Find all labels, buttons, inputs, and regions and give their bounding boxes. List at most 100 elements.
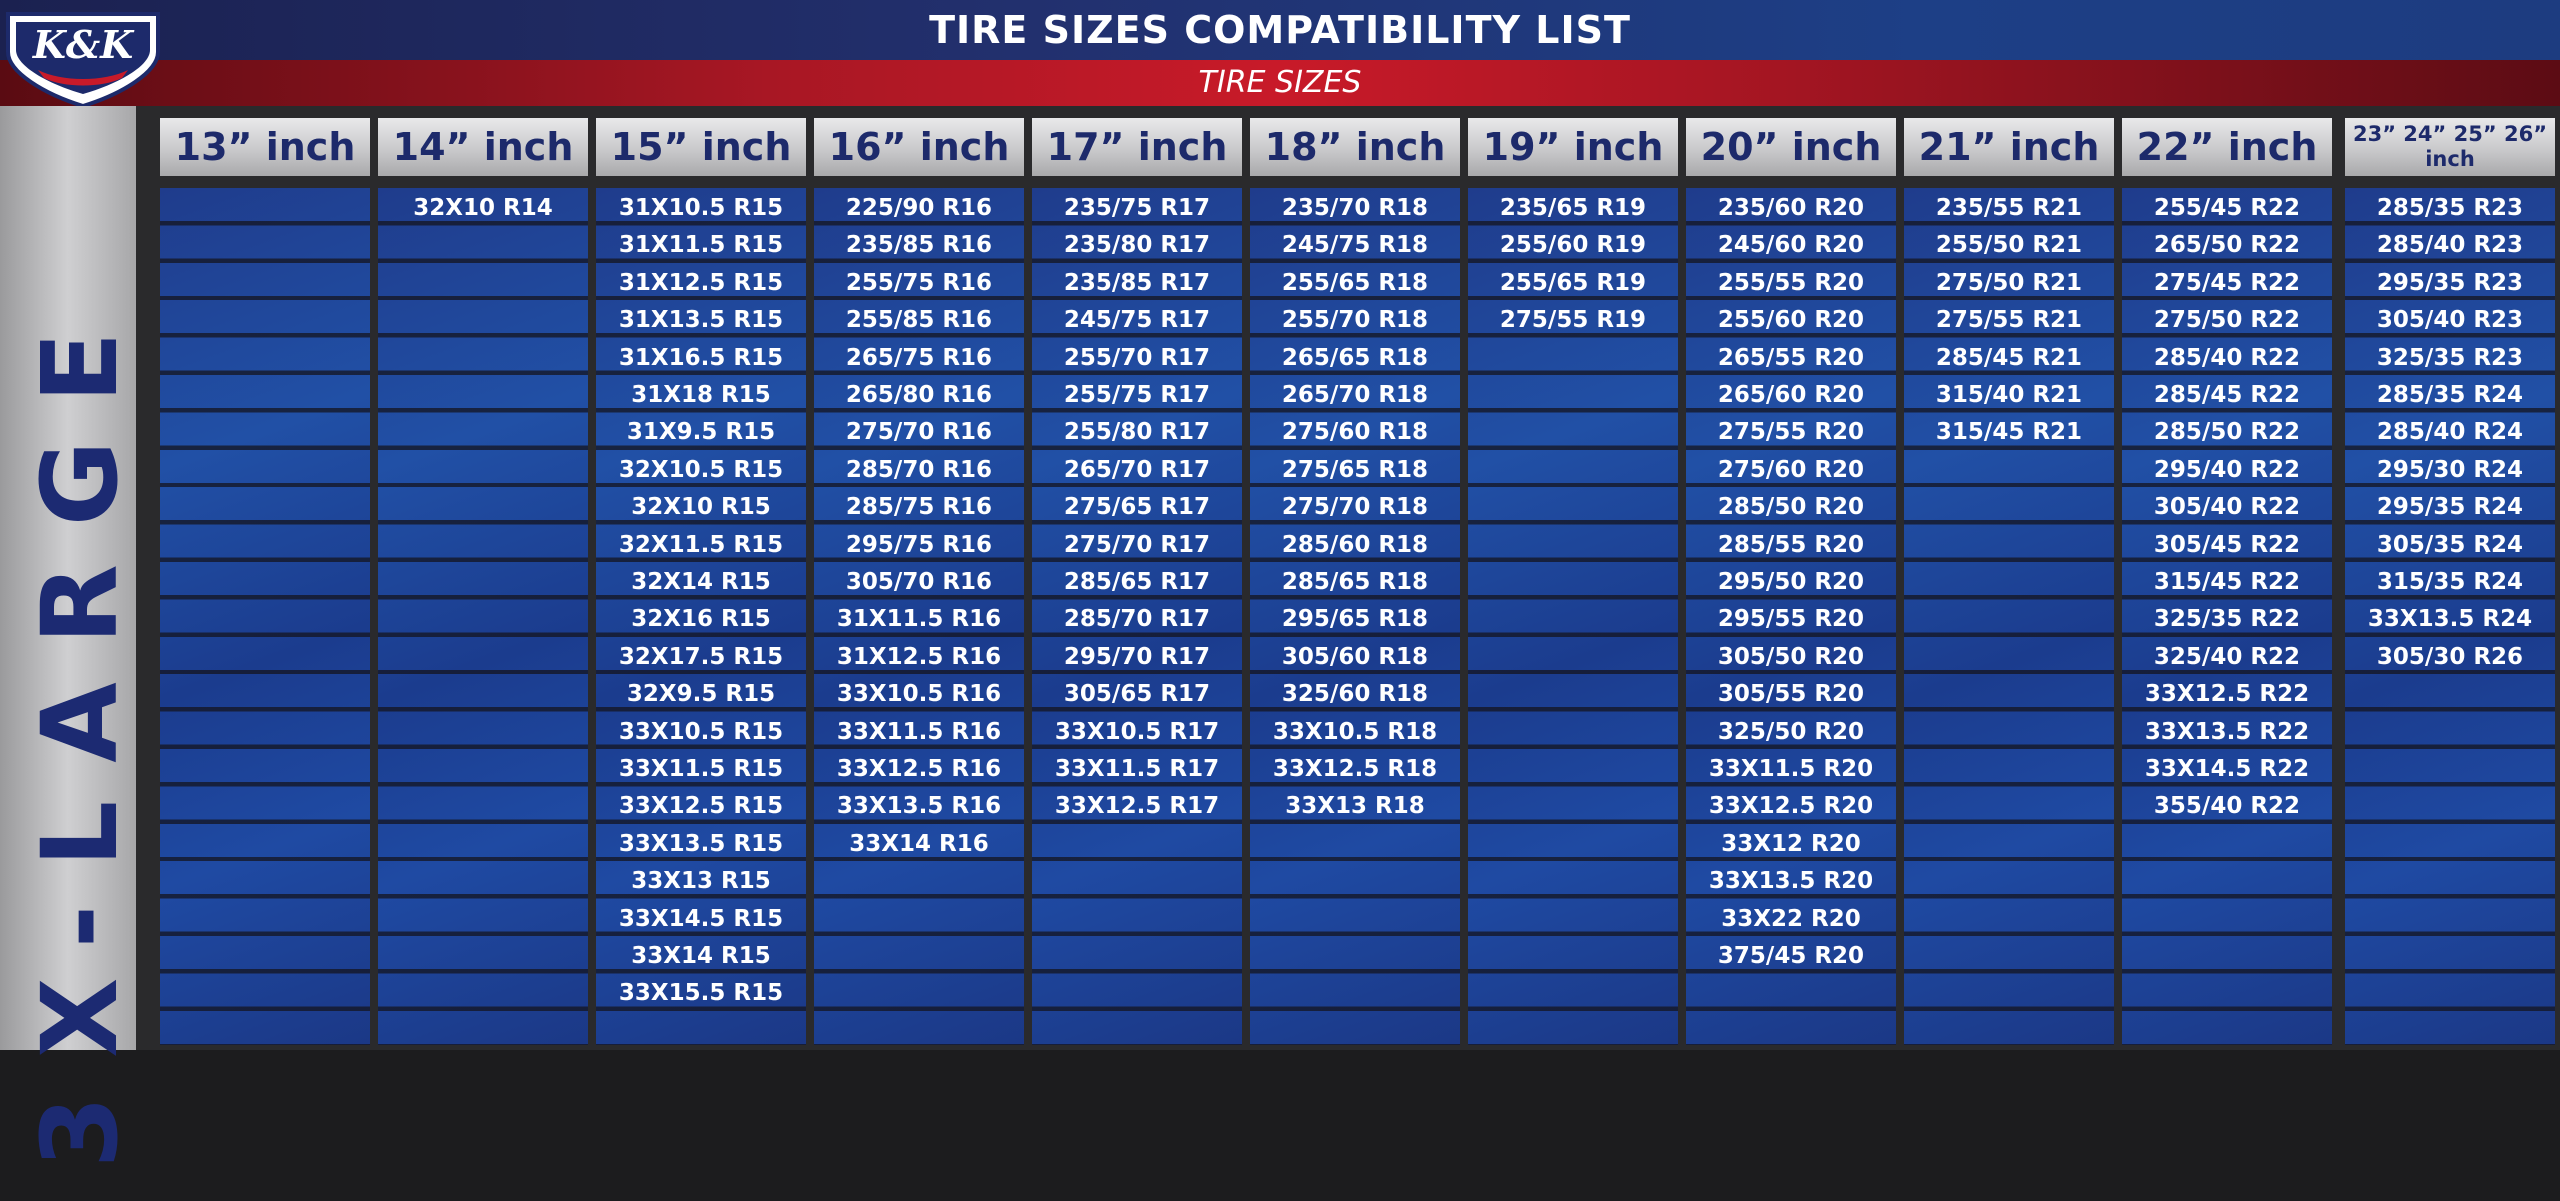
tire-size-cell: 285/75 R16 <box>845 494 993 521</box>
tire-size-cell: 285/45 R21 <box>1935 344 2083 371</box>
column-8: 20” inch 235/60 R20 245/60 R20 255/55 R20 25… <box>1686 118 1896 1045</box>
column-body: 32X10 R14 <box>378 188 588 1045</box>
column-body: 235/75 R17 235/80 R17 235/85 R17 245/75 R17… <box>1032 188 1242 1045</box>
tire-size-cell: 33X13 R18 <box>1285 793 1425 820</box>
tire-size-cell: 275/55 R20 <box>1717 419 1865 446</box>
tire-size-cell: 31X12.5 R15 <box>618 269 784 296</box>
tire-size-cell: 32X9.5 R15 <box>626 681 776 708</box>
column-body <box>160 188 370 1045</box>
tire-size-cell: 255/85 R16 <box>845 307 993 334</box>
column-header: 13” inch <box>160 118 370 176</box>
tire-size-cell: 33X11.5 R16 <box>836 718 1002 745</box>
tire-size-cell: 32X10 R15 <box>631 494 771 521</box>
tire-size-cell: 235/85 R17 <box>1063 269 1211 296</box>
tire-size-cell: 33X12.5 R17 <box>1054 793 1220 820</box>
tire-size-cell: 305/40 R23 <box>2376 307 2524 334</box>
tire-size-cell: 285/45 R22 <box>2153 382 2301 408</box>
tire-size-cell: 275/70 R16 <box>845 419 993 446</box>
tire-size-cell: 33X10.5 R16 <box>836 681 1002 708</box>
column-9: 21” inch 235/55 R21 255/50 R21 275/50 R21 27… <box>1904 118 2114 1045</box>
column-body: 285/35 R23 285/40 R23 295/35 R23 305/40 R23… <box>2345 188 2555 1045</box>
tire-size-cell: 255/65 R18 <box>1281 269 1429 296</box>
tire-size-cell: 295/35 R24 <box>2376 494 2524 521</box>
tire-size-cell: 255/50 R21 <box>1935 232 2083 259</box>
tire-size-cell: 33X13.5 R22 <box>2144 718 2310 745</box>
tire-size-cell: 265/70 R17 <box>1063 456 1211 483</box>
tire-size-cell: 33X10.5 R15 <box>618 718 784 745</box>
tire-size-cell: 285/60 R18 <box>1281 531 1429 558</box>
tire-size-cell: 275/70 R17 <box>1063 531 1211 558</box>
tire-size-cell: 255/80 R17 <box>1063 419 1211 446</box>
tire-size-cell: 31X10.5 R15 <box>618 195 784 221</box>
subtitle-bar <box>0 60 2560 106</box>
tire-size-cell: 33X13.5 R24 <box>2367 606 2533 633</box>
tire-size-cell: 33X13.5 R20 <box>1708 868 1874 895</box>
tire-size-cell: 33X11.5 R15 <box>618 756 784 782</box>
tire-size-cell: 31X11.5 R15 <box>618 232 784 259</box>
tire-size-cell: 265/70 R18 <box>1281 382 1429 408</box>
column-header: 20” inch <box>1686 118 1896 176</box>
tire-size-cell: 275/50 R22 <box>2153 307 2301 334</box>
tire-size-cell: 235/75 R17 <box>1063 195 1211 221</box>
column-header: 15” inch <box>596 118 806 176</box>
tire-size-cell: 305/40 R22 <box>2153 494 2301 521</box>
tire-size-cell: 33X11.5 R17 <box>1054 756 1220 782</box>
tire-size-cell: 32X10 R14 <box>413 195 553 221</box>
tire-size-cell: 245/75 R17 <box>1063 307 1211 334</box>
tire-size-cell: 275/65 R17 <box>1063 494 1211 521</box>
tire-size-cell: 235/65 R19 <box>1499 195 1647 221</box>
page-subtitle: TIRE SIZES <box>1198 65 1362 100</box>
tire-size-cell: 295/75 R16 <box>845 531 993 558</box>
tire-size-cell: 33X14 R15 <box>631 943 771 969</box>
tire-size-cell: 295/30 R24 <box>2376 456 2524 483</box>
tire-size-cell: 305/65 R17 <box>1063 681 1211 708</box>
tire-size-cell: 33X13.5 R16 <box>836 793 1002 820</box>
tire-size-cell: 275/45 R22 <box>2153 269 2301 296</box>
tire-size-cell: 285/40 R23 <box>2376 232 2524 259</box>
tire-size-cell: 33X14.5 R22 <box>2144 756 2310 782</box>
tire-size-cell: 32X10.5 R15 <box>618 456 784 483</box>
tire-size-cell: 235/60 R20 <box>1717 195 1865 221</box>
tire-size-cell: 275/70 R18 <box>1281 494 1429 521</box>
tire-size-cell: 285/50 R22 <box>2153 419 2301 446</box>
tire-size-cell: 285/65 R17 <box>1063 569 1211 595</box>
tire-size-cell: 33X11.5 R20 <box>1708 756 1874 782</box>
tire-size-cell: 305/50 R20 <box>1717 643 1865 670</box>
column-body: 235/55 R21 255/50 R21 275/50 R21 275/55 R21… <box>1904 188 2114 1045</box>
tire-size-cell: 275/65 R18 <box>1281 456 1429 483</box>
tire-size-cell: 255/45 R22 <box>2153 195 2301 221</box>
tire-size-cell: 285/35 R23 <box>2376 195 2524 221</box>
column-1: 13” inch <box>160 118 370 1045</box>
tire-size-cell: 265/75 R16 <box>845 344 993 371</box>
column-2: 14” inch 32X10 R14 <box>378 118 588 1045</box>
column-header: 17” inch <box>1032 118 1242 176</box>
tire-size-cell: 33X10.5 R18 <box>1272 718 1438 745</box>
page-title: TIRE SIZES COMPATIBILITY LIST <box>929 8 1631 52</box>
tire-size-cell: 265/50 R22 <box>2153 232 2301 259</box>
tire-size-cell: 315/35 R24 <box>2376 569 2524 595</box>
tire-size-cell: 285/55 R20 <box>1717 531 1865 558</box>
tire-size-cell: 325/50 R20 <box>1717 718 1865 745</box>
tire-size-cell: 295/35 R23 <box>2376 269 2524 296</box>
tire-size-cell: 325/35 R22 <box>2153 606 2301 633</box>
column-body: 235/70 R18 245/75 R18 255/65 R18 255/70 R18… <box>1250 188 1460 1045</box>
column-4: 16” inch 225/90 R16 235/85 R16 255/75 R16 25… <box>814 118 1024 1045</box>
title-bar <box>0 0 2560 60</box>
tire-size-cell: 255/65 R19 <box>1499 269 1647 296</box>
tire-size-cell: 315/45 R22 <box>2153 569 2301 595</box>
tire-size-cell: 265/55 R20 <box>1717 344 1865 371</box>
column-header: 22” inch <box>2122 118 2332 176</box>
column-header: 14” inch <box>378 118 588 176</box>
tire-size-cell: 33X14 R16 <box>849 830 989 857</box>
column-11: 23” 24” 25” 26” inch 285/35 R23 285/40 R23… <box>2345 118 2555 1045</box>
tire-size-cell: 33X15.5 R15 <box>618 980 784 1007</box>
tire-size-cell: 265/65 R18 <box>1281 344 1429 371</box>
tire-size-cell: 32X11.5 R15 <box>618 531 784 558</box>
column-6: 18” inch 235/70 R18 245/75 R18 255/65 R18 25… <box>1250 118 1460 1045</box>
tire-size-cell: 33X12 R20 <box>1721 830 1861 857</box>
tire-size-cell: 33X12.5 R16 <box>836 756 1002 782</box>
tire-size-cell: 295/70 R17 <box>1063 643 1211 670</box>
tire-size-cell: 295/55 R20 <box>1717 606 1865 633</box>
tire-size-cell: 285/70 R17 <box>1063 606 1211 633</box>
column-3: 15” inch 31X10.5 R15 31X11.5 R15 31X12.5 R1… <box>596 118 806 1045</box>
